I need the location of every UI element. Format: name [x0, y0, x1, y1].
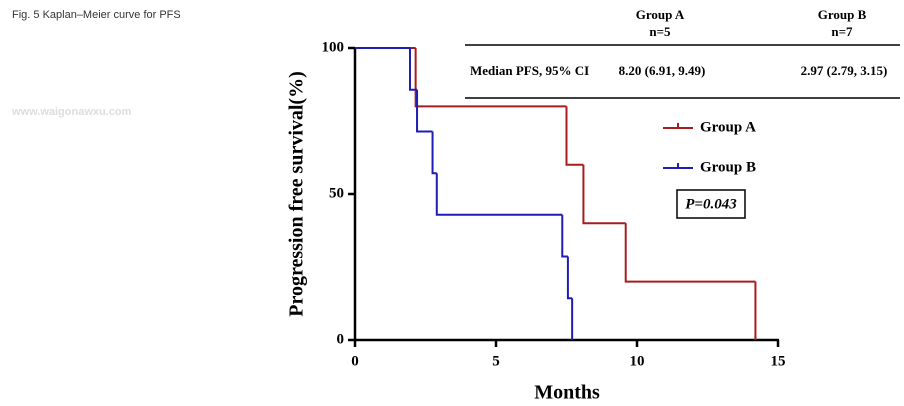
caption: Fig. 5 Kaplan–Meier curve for PFS [12, 9, 181, 21]
x-tick-label: 10 [630, 353, 645, 369]
table-row-label: Median PFS, 95% CI [470, 63, 589, 78]
table-header: Group A [636, 7, 685, 22]
survival-step [414, 48, 567, 108]
table-cell: 2.97 (2.79, 3.15) [801, 63, 888, 78]
table-cell: 8.20 (6.91, 9.49) [619, 63, 706, 78]
legend-label: Group B [700, 159, 756, 175]
annotation-box [676, 189, 746, 219]
survival-step [566, 256, 573, 300]
survival-step [582, 164, 626, 225]
survival-step [435, 173, 563, 216]
survival-step [561, 214, 568, 258]
table-n: n=5 [649, 24, 671, 39]
y-tick-label: 100 [322, 39, 345, 55]
x-tick-label: 5 [492, 353, 500, 369]
survival-step [624, 223, 756, 283]
legend-label: Group A [700, 119, 756, 135]
survival-step [416, 89, 433, 133]
y-tick-label: 50 [329, 185, 344, 201]
survival-step [408, 48, 418, 91]
table-n: n=7 [831, 24, 853, 39]
survival-step [431, 131, 437, 175]
annotation: P=0.043 [685, 196, 737, 212]
y-tick-label: 0 [337, 331, 345, 347]
survival-step [565, 106, 584, 166]
x-tick-label: 0 [351, 353, 359, 369]
y-axis-label: Progression free survival(%) [286, 71, 308, 317]
x-tick-label: 15 [771, 353, 786, 369]
x-axis-label: Months [534, 382, 600, 404]
table-header: Group B [818, 7, 867, 22]
watermark: www.waigonawxu.com [12, 106, 132, 118]
